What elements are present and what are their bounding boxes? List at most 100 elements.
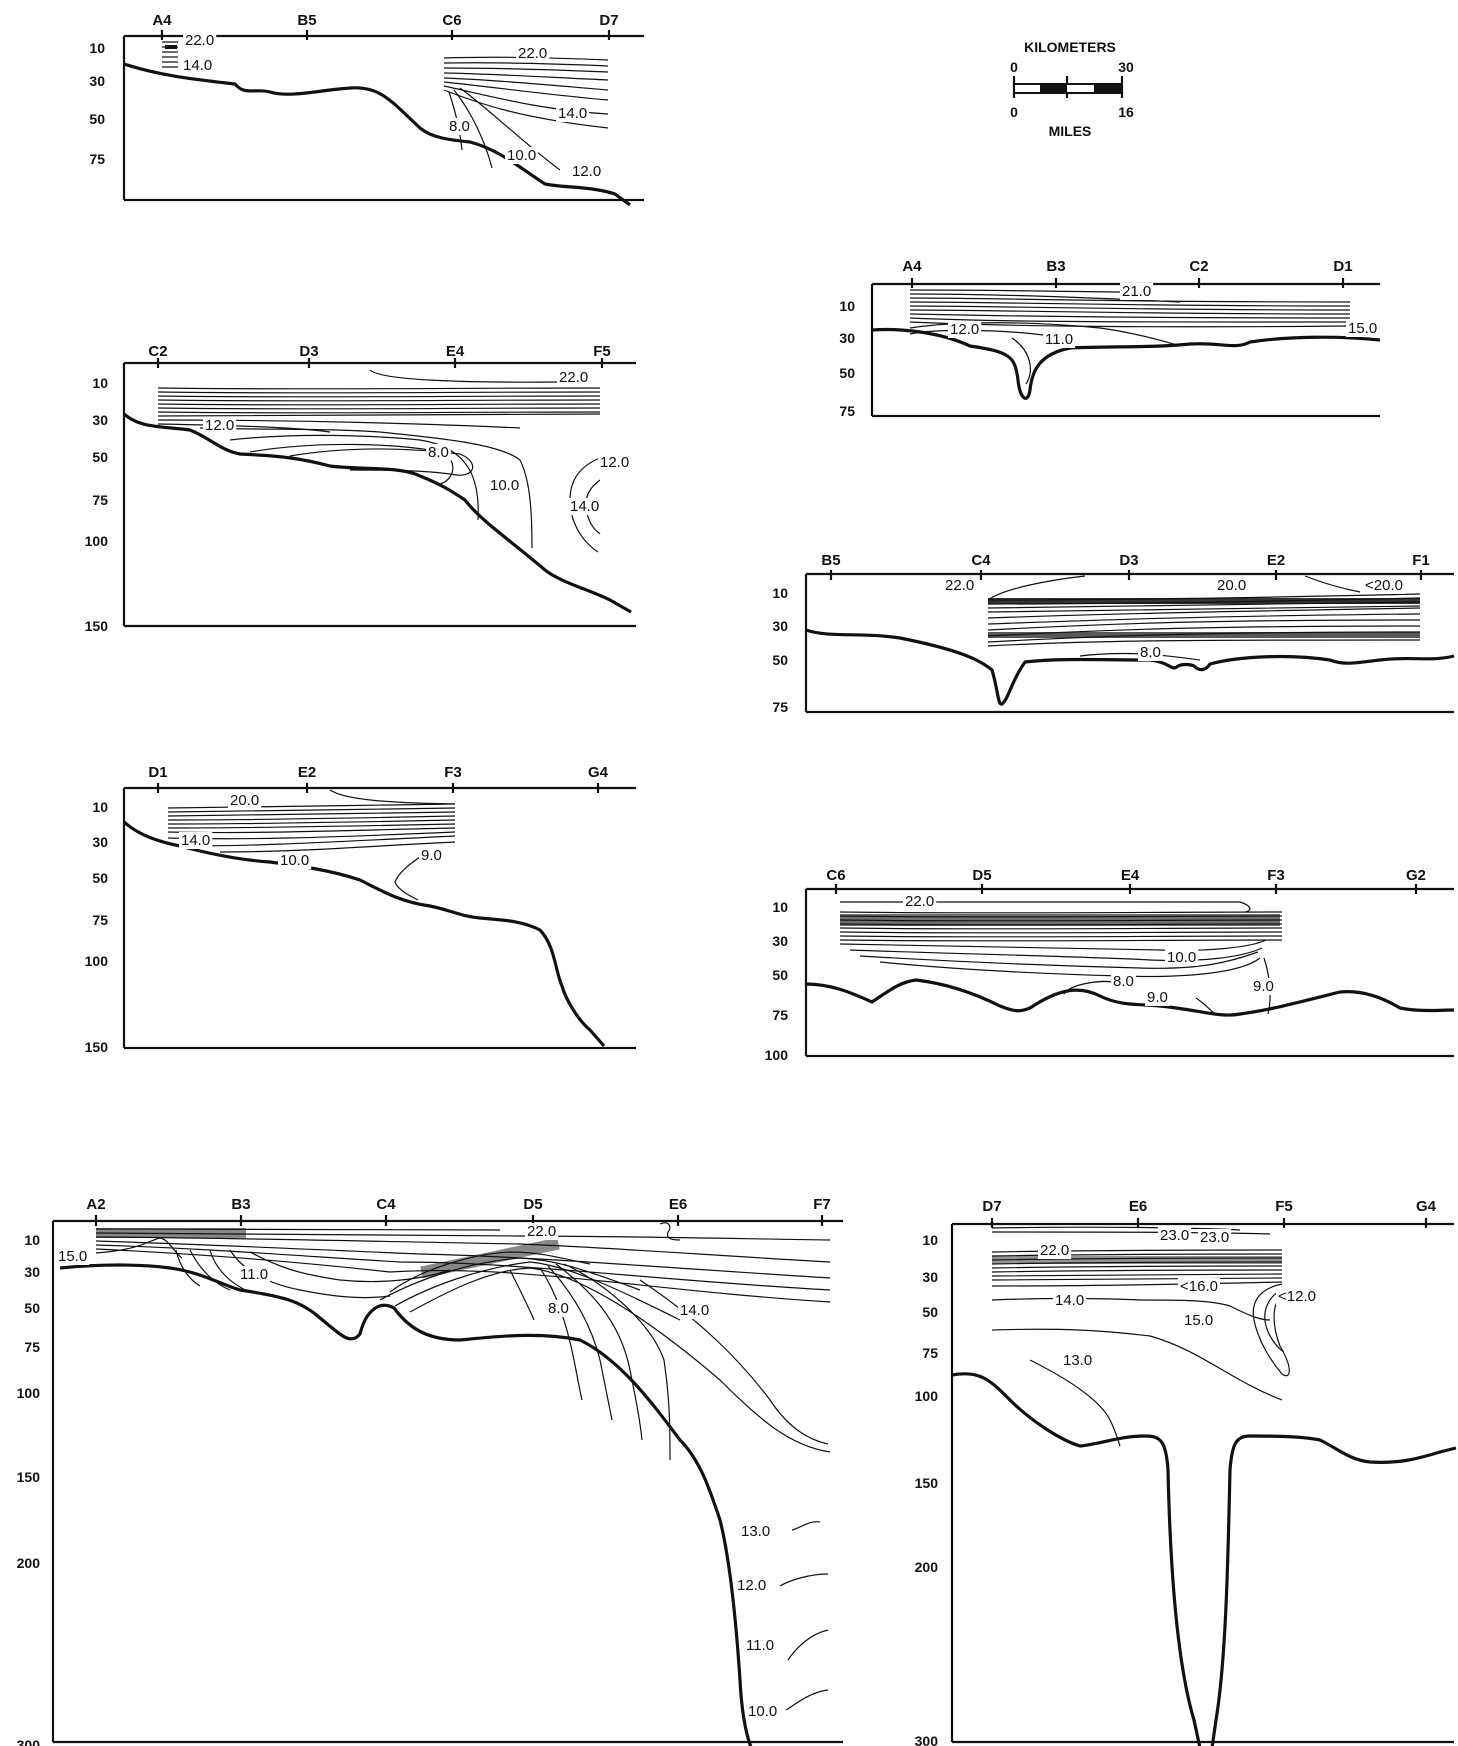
isotherm-label: 9.0 bbox=[421, 847, 442, 864]
station-label: G4 bbox=[588, 764, 609, 781]
isotherm-label: 15.0 bbox=[1184, 1312, 1213, 1329]
isotherm-label: 8.0 bbox=[548, 1300, 569, 1317]
station-label: E6 bbox=[669, 1196, 687, 1213]
isotherm-label-halo bbox=[179, 832, 213, 849]
seafloor-profile bbox=[951, 1372, 1457, 1746]
isotherm-label: 8.0 bbox=[1140, 644, 1161, 661]
depth-tick-label: 50 bbox=[922, 1304, 938, 1320]
isotherms bbox=[95, 1222, 831, 1711]
isotherm-label-halo bbox=[1111, 973, 1136, 990]
scale-mile-title: MILES bbox=[1049, 123, 1092, 139]
isotherm-label-halo bbox=[557, 369, 591, 386]
isotherm-label: 15.0 bbox=[1348, 320, 1377, 337]
depth-tick-label: 50 bbox=[772, 967, 788, 983]
isotherm-label-halo bbox=[525, 1223, 559, 1240]
transect-panel-c6-g2: C6 D5 E4 F3 G2 10 30 50 75 100 22.0 10.0… bbox=[765, 867, 1455, 1063]
isotherm-label-halo bbox=[744, 1637, 777, 1654]
depth-tick-label: 30 bbox=[772, 933, 788, 949]
isotherms bbox=[157, 369, 601, 553]
isotherm-label-halo bbox=[598, 454, 632, 471]
depth-tick-label: 300 bbox=[17, 1737, 41, 1746]
depth-tick-label: 50 bbox=[89, 111, 105, 127]
station-label: G4 bbox=[1416, 1198, 1437, 1215]
scale-km-title: KILOMETERS bbox=[1024, 39, 1116, 55]
isotherm-label-halo bbox=[943, 577, 977, 594]
isotherms bbox=[987, 575, 1421, 661]
isotherm-label-halo bbox=[1038, 1242, 1072, 1259]
scale-mile-tick-0: 0 bbox=[1010, 104, 1018, 120]
depth-tick-label: 50 bbox=[92, 870, 108, 886]
depth-tick-label: 30 bbox=[839, 330, 855, 346]
isotherm-label: 10.0 bbox=[748, 1703, 777, 1720]
depth-tick-label: 75 bbox=[92, 492, 108, 508]
station-label: G2 bbox=[1406, 867, 1426, 884]
isotherm-label: <16.0 bbox=[1180, 1278, 1218, 1295]
isotherm-label: 22.0 bbox=[559, 369, 588, 386]
transect-panel-d7-g4: D7 E6 F5 G4 10 30 50 75 100 150 200 300 … bbox=[915, 1198, 1457, 1746]
isotherm-label: 10.0 bbox=[490, 477, 519, 494]
isotherm-label: 14.0 bbox=[570, 498, 599, 515]
depth-tick-label: 30 bbox=[92, 834, 108, 850]
isotherm-label-halo bbox=[903, 893, 937, 910]
isotherm-label-halo bbox=[278, 852, 312, 869]
isotherm-label: 15.0 bbox=[58, 1248, 87, 1265]
isotherm-label: 14.0 bbox=[558, 105, 587, 122]
depth-tick-label: 150 bbox=[915, 1475, 939, 1491]
station-label: D1 bbox=[1333, 258, 1352, 275]
isotherms bbox=[909, 289, 1351, 385]
isotherm-label: 20.0 bbox=[1217, 577, 1246, 594]
isotherms bbox=[991, 1226, 1290, 1447]
station-label: F7 bbox=[813, 1196, 831, 1213]
isotherm-label: 12.0 bbox=[572, 163, 601, 180]
isotherm-label: 13.0 bbox=[1063, 1352, 1092, 1369]
station-label: B3 bbox=[231, 1196, 250, 1213]
depth-tick-label: 30 bbox=[772, 618, 788, 634]
isotherm-label: 12.0 bbox=[950, 321, 979, 338]
isotherm-label-halo bbox=[948, 321, 982, 338]
scale-bar: KILOMETERS 0 30 0 16 MILES bbox=[1010, 39, 1134, 139]
seafloor-profile bbox=[805, 978, 1455, 1017]
depth-tick-label: 75 bbox=[24, 1339, 40, 1355]
transect-panel-a4-d7: A4 B5 C6 D7 10 30 50 75 22.0 14.0 22.0 1… bbox=[89, 12, 644, 207]
isotherm-label-halo bbox=[546, 1300, 571, 1317]
station-label: E2 bbox=[1267, 552, 1285, 569]
transect-panel-d1-g4: D1 E2 F3 G4 10 30 50 75 100 150 20.0 14.… bbox=[85, 764, 636, 1055]
depth-tick-label: 200 bbox=[915, 1559, 939, 1575]
depth-tick-label: 50 bbox=[839, 365, 855, 381]
scale-bar-fill-right bbox=[1094, 84, 1122, 93]
isotherm-label-halo bbox=[228, 792, 262, 809]
station-label: C6 bbox=[442, 12, 461, 29]
station-label: C2 bbox=[1189, 258, 1208, 275]
station-label: D1 bbox=[148, 764, 167, 781]
isotherm-label: 12.0 bbox=[600, 454, 629, 471]
isotherm-label-halo bbox=[746, 1703, 780, 1720]
station-label: D5 bbox=[523, 1196, 542, 1213]
station-label: C6 bbox=[826, 867, 845, 884]
isotherm-label: 10.0 bbox=[507, 147, 536, 164]
depth-tick-label: 75 bbox=[922, 1345, 938, 1361]
isotherm-label-halo bbox=[1043, 331, 1076, 348]
station-label: D5 bbox=[972, 867, 991, 884]
depth-tick-label: 75 bbox=[89, 151, 105, 167]
station-label: F5 bbox=[593, 343, 611, 360]
isotherm-label-halo bbox=[238, 1266, 271, 1283]
isotherm-label: <12.0 bbox=[1278, 1288, 1316, 1305]
station-label: B5 bbox=[821, 552, 840, 569]
station-label: F1 bbox=[1412, 552, 1430, 569]
isotherm-label: 14.0 bbox=[181, 832, 210, 849]
depth-tick-label: 50 bbox=[24, 1300, 40, 1316]
isotherm-label-halo bbox=[1053, 1292, 1087, 1309]
transect-panel-b5-f1: B5 C4 D3 E2 F1 10 30 50 75 22.0 20.0 <20… bbox=[772, 552, 1455, 715]
isotherm-label-halo bbox=[1061, 1352, 1095, 1369]
isotherm-label: 12.0 bbox=[205, 417, 234, 434]
isotherm-label-halo bbox=[1363, 577, 1405, 594]
depth-tick-label: 10 bbox=[92, 375, 108, 391]
isotherm-label-halo bbox=[1215, 577, 1249, 594]
station-label: B5 bbox=[297, 12, 316, 29]
isotherm-label-halo bbox=[1182, 1312, 1216, 1329]
station-label: F3 bbox=[444, 764, 462, 781]
isotherm-label-halo bbox=[1138, 644, 1163, 661]
isotherm-label-halo bbox=[1178, 1278, 1220, 1295]
isotherm-label-halo bbox=[570, 163, 604, 180]
isotherm-label-halo bbox=[183, 32, 217, 49]
